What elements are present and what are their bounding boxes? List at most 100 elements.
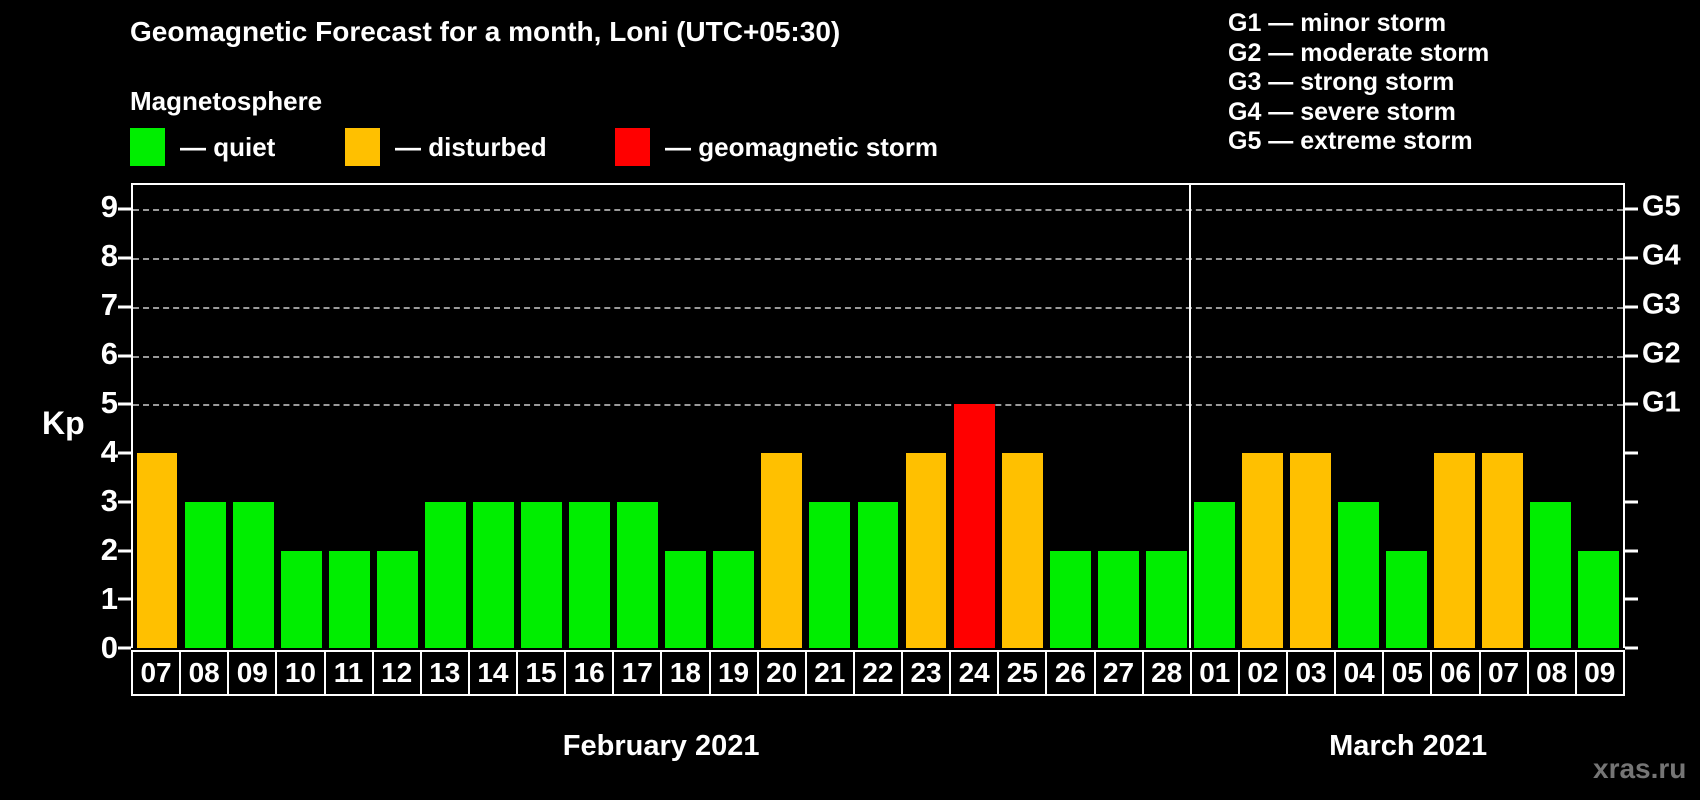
day-label: 26	[1045, 650, 1096, 696]
g-legend-item: G3 — strong storm	[1228, 68, 1455, 97]
kp-bar-quiet	[424, 501, 466, 648]
legend-label-storm: — geomagnetic storm	[665, 131, 939, 162]
kp-bar-quiet	[1530, 501, 1572, 648]
kp-bar-disturbed	[1001, 453, 1043, 648]
kp-bar-storm	[953, 404, 995, 648]
kp-bar-disturbed	[136, 453, 178, 648]
bar-slot	[998, 185, 1046, 648]
y-tick-label: 2	[100, 532, 118, 568]
g-scale-legend: G1 — minor storm G2 — moderate storm G3 — …	[1228, 9, 1489, 157]
y-tick-mark-right	[1625, 646, 1638, 650]
y-tick-mark-left	[118, 646, 131, 650]
bar-slot	[181, 185, 229, 648]
bar-slot	[229, 185, 277, 648]
day-label: 04	[1334, 650, 1385, 696]
y-tick-mark-left	[118, 500, 131, 504]
day-label: 08	[179, 650, 230, 696]
y-axis-title: Kp	[42, 405, 85, 441]
legend-item-disturbed: — disturbed	[345, 126, 547, 168]
bar-slot	[1046, 185, 1094, 648]
disturbed-color-swatch-icon	[345, 128, 380, 166]
bar-slot	[469, 185, 517, 648]
y-tick-mark-right	[1625, 500, 1638, 504]
y-tick-label: 8	[100, 238, 118, 274]
bar-slot	[902, 185, 950, 648]
gridline-kp-8	[133, 258, 1623, 261]
kp-bar-quiet	[1049, 550, 1091, 648]
y-tick-mark-left	[118, 256, 131, 260]
g-legend-item: G2 — moderate storm	[1228, 38, 1490, 67]
month-labels-row: February 2021 March 2021	[131, 730, 1625, 763]
day-label: 08	[1526, 650, 1577, 696]
kp-bar-disturbed	[1290, 453, 1331, 648]
bar-slot	[614, 185, 662, 648]
bar-slot	[662, 185, 710, 648]
y-tick-mark-right	[1625, 402, 1638, 406]
day-label: 23	[901, 650, 952, 696]
day-label: 28	[1141, 650, 1192, 696]
bar-slot	[133, 185, 181, 648]
bar-slot	[1142, 185, 1190, 648]
day-label: 25	[997, 650, 1048, 696]
kp-bar-quiet	[473, 501, 514, 648]
day-label: 03	[1286, 650, 1337, 696]
day-label: 07	[1478, 650, 1529, 696]
bar-slot	[421, 185, 469, 648]
kp-bar-disturbed	[905, 453, 947, 648]
kp-bar-disturbed	[1242, 453, 1283, 648]
y-tick-mark-right	[1625, 207, 1638, 211]
y-tick-label: 5	[100, 385, 118, 421]
right-axis-label-G4: G4	[1642, 239, 1681, 272]
right-axis-label-G2: G2	[1642, 337, 1681, 370]
month-separator-line	[1189, 185, 1192, 648]
quiet-color-swatch-icon	[130, 128, 165, 166]
bar-slot	[277, 185, 325, 648]
watermark: xras.ru	[1593, 753, 1687, 784]
kp-bar-quiet	[617, 501, 659, 648]
bar-slot	[1190, 185, 1238, 648]
y-tick-mark-left	[118, 549, 131, 553]
chart-title: Geomagnetic Forecast for a month, Loni (…	[130, 16, 841, 47]
bar-slot	[1094, 185, 1142, 648]
day-label: 13	[419, 650, 470, 696]
legend-item-quiet: — quiet	[130, 126, 275, 168]
bar-slot	[1479, 185, 1527, 648]
day-label: 19	[708, 650, 759, 696]
kp-bar-quiet	[1097, 550, 1139, 648]
gridline-kp-9	[133, 209, 1623, 212]
bar-slot	[758, 185, 806, 648]
day-label: 21	[804, 650, 855, 696]
day-label: 11	[323, 650, 374, 696]
kp-bar-quiet	[1193, 501, 1235, 648]
kp-bar-quiet	[857, 501, 899, 648]
y-tick-mark-left	[118, 305, 131, 309]
bar-slot	[1527, 185, 1575, 648]
day-label: 15	[516, 650, 567, 696]
day-label: 24	[949, 650, 1000, 696]
y-tick-mark-right	[1625, 354, 1638, 358]
day-label: 06	[1430, 650, 1481, 696]
day-label: 07	[131, 650, 182, 696]
kp-bar-quiet	[376, 550, 418, 648]
kp-bar-quiet	[1578, 550, 1620, 648]
gridline-kp-7	[133, 306, 1623, 309]
y-tick-label: 0	[100, 630, 118, 665]
y-tick-label: 3	[100, 483, 118, 519]
day-label: 05	[1382, 650, 1433, 696]
bar-slot	[566, 185, 614, 648]
y-tick-mark-left	[118, 597, 131, 601]
kp-bar-quiet	[1145, 550, 1187, 648]
day-label: 17	[612, 650, 663, 696]
kp-bar-quiet	[569, 501, 611, 648]
y-tick-mark-left	[118, 354, 131, 358]
day-label: 20	[756, 650, 807, 696]
y-tick-mark-right	[1625, 549, 1638, 553]
gridline-kp-6	[133, 355, 1623, 358]
y-axis-tick-labels: 0 1 2 3 4 5 6 7 8 9	[50, 183, 118, 665]
day-label: 27	[1093, 650, 1144, 696]
right-axis-label-G3: G3	[1642, 288, 1681, 321]
kp-bar-quiet	[713, 550, 755, 648]
storm-color-swatch-icon	[615, 128, 650, 166]
magnetosphere-label: Magnetosphere	[130, 86, 323, 116]
